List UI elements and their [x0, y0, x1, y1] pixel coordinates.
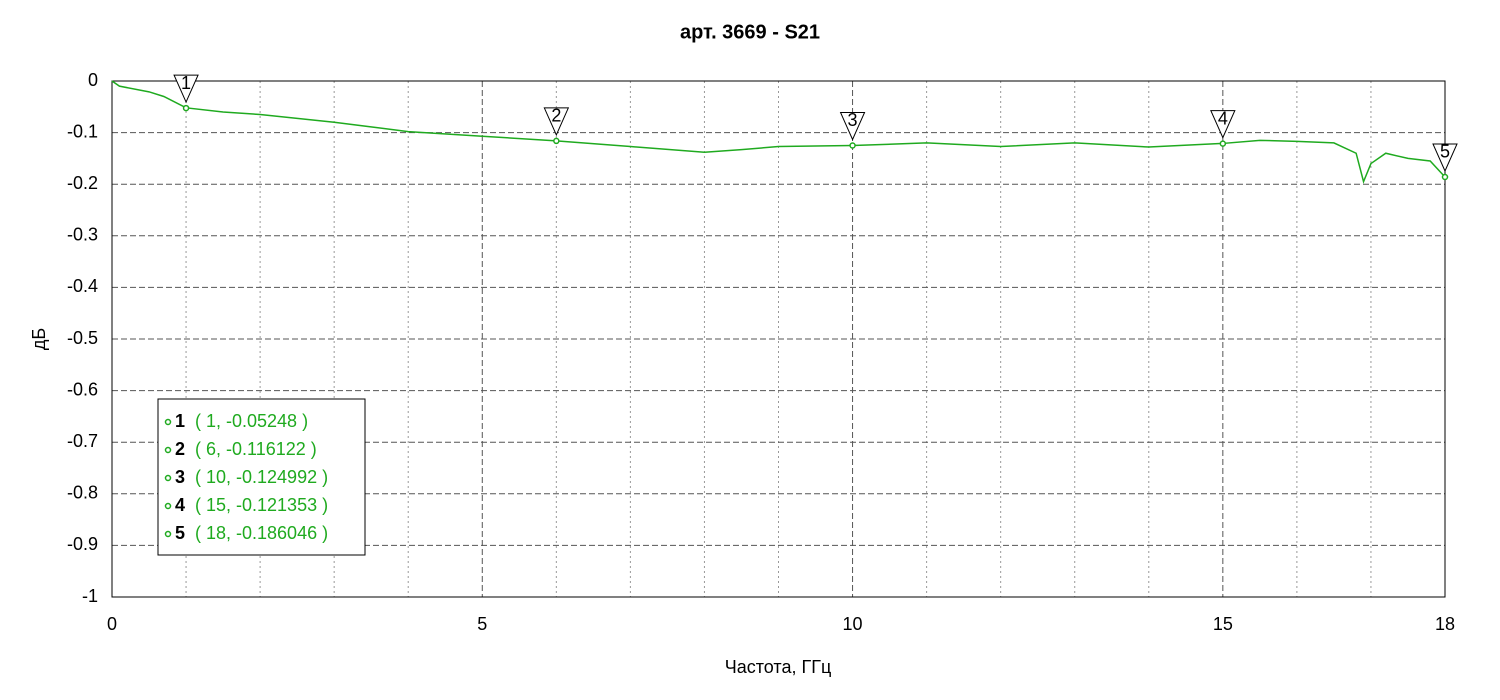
x-tick-label: 5: [477, 614, 487, 634]
marker-point: [849, 142, 856, 149]
legend-readout: ( 10, -0.124992 ): [195, 467, 328, 487]
marker-flag: [543, 107, 570, 137]
marker-label: 2: [551, 106, 561, 126]
marker-point: [553, 137, 560, 145]
legend-marker-label: 3: [175, 467, 185, 487]
marker-label: 5: [1440, 142, 1450, 162]
marker-flag: [173, 74, 199, 104]
y-tick-label: -0.5: [67, 328, 98, 348]
plot-frame: [111, 80, 1446, 598]
marker-point: [182, 104, 190, 112]
x-tick-label: 18: [1435, 614, 1455, 634]
legend-readout: ( 1, -0.05248 ): [195, 411, 308, 431]
legend-point: [164, 530, 172, 538]
y-tick-label: -0.7: [67, 431, 98, 451]
marker-point: [1441, 173, 1449, 181]
x-axis-label: Частота, ГГц: [725, 657, 832, 677]
x-tick-label: 0: [107, 614, 117, 634]
legend-box: [157, 398, 366, 556]
legend-point: [164, 502, 172, 510]
marker-flag: [1432, 143, 1458, 173]
marker-flag: [1210, 110, 1236, 139]
marker-flag: [839, 111, 866, 141]
legend-readout: ( 18, -0.186046 ): [195, 523, 328, 543]
y-tick-label: 0: [88, 70, 98, 90]
y-tick-label: -0.9: [67, 534, 98, 554]
marker-label: 1: [181, 73, 191, 93]
marker-label: 3: [848, 110, 858, 130]
x-tick-label: 10: [843, 614, 863, 634]
y-tick-label: -0.3: [67, 225, 98, 245]
legend-point: [164, 446, 172, 454]
legend-point: [164, 418, 172, 426]
legend-readout: ( 15, -0.121353 ): [195, 495, 328, 515]
y-tick-label: -0.4: [67, 276, 98, 296]
y-tick-label: -0.6: [67, 379, 98, 399]
y-tick-label: -1: [82, 586, 98, 606]
y-tick-label: -0.2: [67, 173, 98, 193]
legend-point: [164, 474, 172, 482]
y-axis-label: дБ: [29, 328, 49, 350]
legend-marker-label: 5: [175, 523, 185, 543]
x-tick-label: 15: [1213, 614, 1233, 634]
y-tick-label: -0.1: [67, 121, 98, 141]
legend-readout: ( 6, -0.116122 ): [195, 439, 317, 459]
chart-title: арт. 3669 - S21: [680, 21, 820, 43]
y-tick-label: -0.8: [67, 483, 98, 503]
legend-marker-label: 4: [175, 495, 185, 515]
marker-point: [1219, 140, 1227, 147]
legend-marker-label: 2: [175, 439, 185, 459]
marker-label: 4: [1218, 108, 1228, 128]
legend-marker-label: 1: [175, 411, 185, 431]
